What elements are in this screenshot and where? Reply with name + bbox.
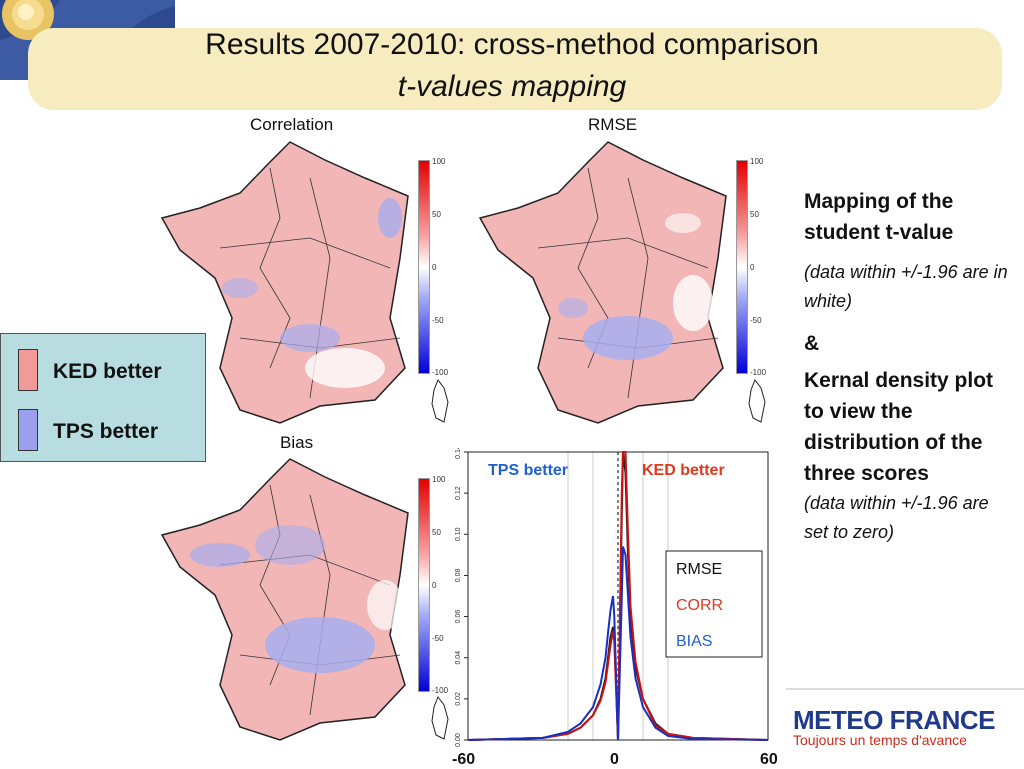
density-lines	[467, 451, 769, 741]
slide-title: Results 2007-2010: cross-method comparis…	[205, 28, 819, 61]
y-tick-label: 0.14	[455, 448, 462, 459]
side-body: Kernal density plot to view the distribu…	[804, 369, 994, 485]
cbar-tick: -100	[750, 368, 767, 377]
y-tick-label: 0.12	[455, 486, 462, 500]
legend-entry-rmse: RMSE	[676, 561, 722, 578]
map-title-correlation: Correlation	[250, 115, 334, 134]
cbar-tick: -50	[750, 316, 762, 325]
cbar-tick: 100	[432, 157, 446, 166]
x-tick-label: 60	[760, 751, 778, 768]
side-heading: Mapping of the student t-value	[804, 190, 954, 244]
slide-subtitle: t-values mapping	[397, 70, 627, 103]
corsica-map-bias	[431, 695, 449, 740]
y-tick-label: 0.04	[455, 651, 462, 665]
corsica-map-rmse	[748, 378, 766, 423]
y-tick-label: 0.06	[455, 610, 462, 624]
cbar-tick: -50	[432, 316, 444, 325]
chart-legend: RMSE CORR BIAS	[676, 561, 723, 650]
cbar-tick: 100	[432, 475, 446, 484]
correlation-map	[160, 141, 409, 424]
logo-divider	[786, 688, 1024, 690]
meteo-france-logo: METEO FRANCE	[793, 705, 996, 735]
bias-map	[160, 458, 409, 741]
cbar-tick: 100	[750, 157, 764, 166]
map-title-bias: Bias	[280, 433, 314, 452]
side-note-zero: (data within +/-1.96 are set to zero)	[804, 493, 989, 542]
cbar-tick: 50	[432, 210, 441, 219]
title-band	[28, 28, 1002, 110]
kernel-density-chart: 0.00 0.02 0.04 0.06 0.08 0.10 0.12 0.14 TPS bet…	[455, 448, 769, 747]
colorbar-bias	[418, 478, 430, 692]
y-tick-label: 0.08	[455, 569, 462, 583]
rmse-map	[478, 141, 727, 424]
series-line-bias	[467, 546, 769, 741]
x-tick-label: -60	[452, 751, 476, 768]
cbar-tick: 0	[750, 263, 755, 272]
cbar-tick: 50	[750, 210, 759, 219]
tps-legend-label: TPS better	[53, 420, 159, 443]
tps-swatch	[18, 409, 38, 451]
legend-entry-bias: BIAS	[676, 633, 712, 650]
ked-legend-label: KED better	[53, 360, 162, 383]
y-tick-label: 0.02	[455, 692, 462, 706]
x-tick-label: 0	[610, 751, 619, 768]
cbar-tick: -50	[432, 634, 444, 643]
cbar-tick: 50	[432, 528, 441, 537]
legend-entry-corr: CORR	[676, 597, 723, 614]
ked-swatch	[18, 349, 38, 391]
cbar-tick: 0	[432, 581, 437, 590]
colorbar-rmse	[736, 160, 748, 374]
y-tick-label: 0.00	[455, 733, 462, 747]
map-title-rmse: RMSE	[588, 115, 638, 134]
ked-tps-legend: KED better TPS better	[0, 333, 206, 462]
side-ampersand: &	[804, 332, 820, 355]
cbar-tick: 0	[432, 263, 437, 272]
corsica-map-correlation	[431, 378, 449, 423]
cbar-tick: -100	[432, 368, 449, 377]
y-tick-label: 0.10	[455, 527, 462, 541]
cbar-tick: -100	[432, 686, 449, 695]
annotation-tps-better: TPS better	[488, 462, 568, 479]
annotation-ked-better: KED better	[642, 462, 725, 479]
y-axis-ticks: 0.00 0.02 0.04 0.06 0.08 0.10 0.12 0.14	[455, 448, 468, 747]
colorbar-correlation	[418, 160, 430, 374]
side-description: Mapping of the student t-value (data wit…	[804, 186, 1014, 547]
side-note-white: (data within +/-1.96 are in white)	[804, 262, 1008, 311]
logo-tagline: Toujours un temps d'avance	[793, 732, 967, 748]
chart-legend-box	[665, 550, 763, 658]
